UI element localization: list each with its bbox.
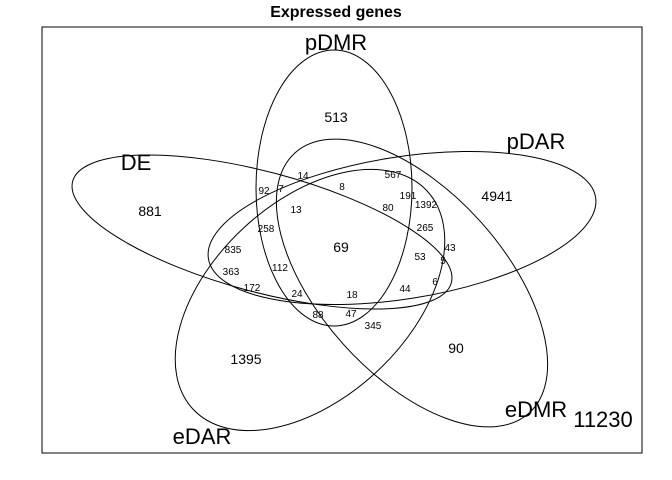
region-count: 7 bbox=[278, 184, 284, 195]
region-count: 90 bbox=[448, 340, 464, 356]
set-label-eDMR: eDMR bbox=[505, 397, 567, 422]
region-count: 53 bbox=[414, 252, 426, 263]
region-count: 881 bbox=[138, 203, 162, 219]
set-label-pDAR: pDAR bbox=[507, 129, 566, 154]
region-count: 1392 bbox=[415, 200, 438, 211]
region-count: 513 bbox=[324, 109, 348, 125]
region-count: 191 bbox=[400, 191, 417, 202]
region-count: 88 bbox=[312, 310, 324, 321]
region-count: 80 bbox=[382, 203, 394, 214]
outside-count: 11230 bbox=[573, 407, 633, 432]
region-count: 8 bbox=[339, 182, 345, 193]
region-count: 265 bbox=[417, 223, 434, 234]
region-count: 1395 bbox=[230, 351, 261, 367]
ellipse-DE bbox=[71, 154, 453, 310]
region-count: 112 bbox=[272, 263, 288, 274]
ellipse-pDAR bbox=[207, 150, 597, 306]
plot-frame bbox=[41, 26, 643, 454]
region-count: 258 bbox=[258, 224, 275, 235]
set-label-DE: DE bbox=[121, 150, 152, 175]
set-label-pDMR: pDMR bbox=[305, 30, 367, 55]
region-count: 44 bbox=[399, 284, 411, 295]
region-count: 5 bbox=[440, 256, 446, 267]
ellipse-pDMR bbox=[255, 49, 413, 327]
region-count: 835 bbox=[225, 245, 242, 256]
region-count: 43 bbox=[444, 243, 456, 254]
region-count: 18 bbox=[346, 290, 358, 301]
chart-title: Expressed genes bbox=[270, 4, 402, 21]
region-count: 567 bbox=[385, 170, 402, 181]
region-count: 13 bbox=[290, 205, 302, 216]
ellipse-eDAR bbox=[174, 168, 446, 432]
region-count: 172 bbox=[244, 283, 261, 294]
region-count: 345 bbox=[365, 321, 382, 332]
region-count: 363 bbox=[223, 267, 240, 278]
region-count: 4941 bbox=[481, 188, 512, 204]
region-count: 69 bbox=[333, 239, 349, 255]
region-count: 47 bbox=[345, 309, 357, 320]
region-count: 14 bbox=[297, 171, 309, 182]
set-label-eDAR: eDAR bbox=[173, 424, 232, 449]
region-count: 6 bbox=[432, 277, 438, 288]
region-count: 24 bbox=[291, 289, 303, 300]
region-count: 92 bbox=[258, 186, 270, 197]
ellipse-eDMR bbox=[275, 138, 549, 428]
region-counts: 513 4941 881 1395 90 69 92 7 14 8 567 19… bbox=[138, 109, 512, 367]
